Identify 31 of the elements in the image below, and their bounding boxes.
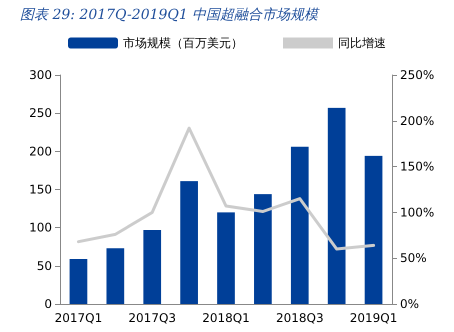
- bar: [180, 181, 198, 304]
- x-tick-label: 2017Q3: [128, 311, 176, 325]
- y2-tick-label: 150%: [400, 160, 434, 174]
- y-tick-label: 150: [29, 182, 52, 196]
- y-tick-label: 0: [44, 297, 52, 311]
- y2-tick-label: 250%: [400, 68, 434, 82]
- bar: [364, 156, 382, 304]
- y-tick-label: 50: [36, 258, 52, 273]
- x-tick-label: 2017Q1: [54, 311, 102, 325]
- legend-label: 同比增速: [338, 36, 386, 50]
- line-series: [76, 126, 376, 251]
- y-tick-label: 300: [29, 68, 52, 82]
- chart-title: 图表 29: 2017Q-2019Q1 中国超融合市场规模: [20, 6, 318, 24]
- y2-tick-label: 50%: [400, 251, 427, 266]
- x-tick-label: 2018Q1: [202, 311, 250, 325]
- bar: [254, 194, 272, 304]
- bar: [70, 258, 88, 304]
- y2-tick-label: 100%: [400, 205, 434, 220]
- bar: [106, 248, 124, 304]
- x-tick-label: 2019Q1: [350, 311, 398, 325]
- legend-label: 市场规模（百万美元）: [123, 36, 243, 50]
- bar: [328, 108, 346, 304]
- y-tick-label: 200: [29, 144, 52, 158]
- y-tick-label: 250: [29, 106, 52, 120]
- bar: [143, 230, 162, 304]
- bar: [217, 212, 235, 304]
- y2-tick-label: 0%: [400, 297, 420, 311]
- y-tick-label: 100: [29, 220, 52, 235]
- y2-tick-label: 200%: [400, 114, 434, 128]
- bar: [290, 146, 309, 304]
- x-tick-label: 2018Q3: [276, 311, 324, 325]
